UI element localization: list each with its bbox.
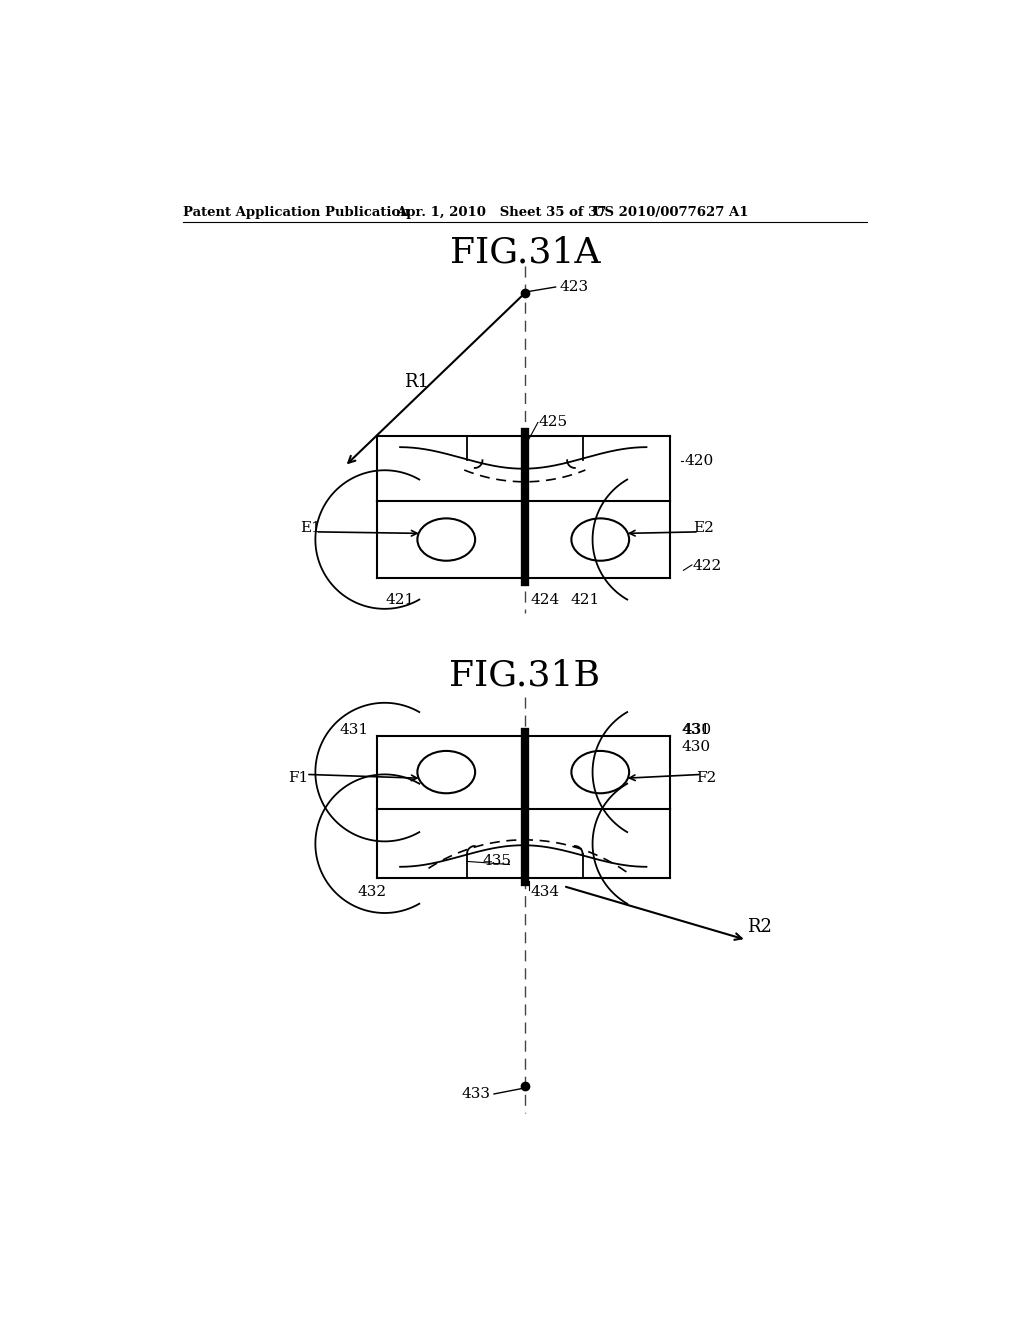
Text: FIG.31A: FIG.31A: [450, 235, 600, 269]
Text: Patent Application Publication: Patent Application Publication: [183, 206, 410, 219]
Text: 430: 430: [681, 739, 711, 754]
Text: 423: 423: [559, 280, 589, 294]
Text: R2: R2: [746, 919, 771, 936]
Text: R1: R1: [403, 372, 429, 391]
Text: FIG.31B: FIG.31B: [450, 659, 600, 693]
Text: E2: E2: [692, 521, 714, 535]
Text: 430: 430: [683, 723, 712, 737]
Text: 421: 421: [385, 594, 415, 607]
Text: 420: 420: [685, 454, 714, 469]
Text: 431: 431: [681, 723, 711, 737]
Text: Apr. 1, 2010   Sheet 35 of 37: Apr. 1, 2010 Sheet 35 of 37: [396, 206, 606, 219]
Text: US 2010/0077627 A1: US 2010/0077627 A1: [593, 206, 749, 219]
Text: 422: 422: [692, 560, 722, 573]
Text: 421: 421: [570, 594, 599, 607]
Text: 433: 433: [461, 1086, 490, 1101]
Text: E1: E1: [300, 521, 321, 535]
Text: F1: F1: [289, 771, 308, 785]
Text: 434: 434: [531, 886, 560, 899]
Text: 431: 431: [340, 723, 369, 737]
Text: 425: 425: [539, 414, 567, 429]
Text: F2: F2: [696, 771, 717, 785]
Text: 432: 432: [357, 886, 387, 899]
Text: 424: 424: [531, 594, 560, 607]
Text: 435: 435: [482, 854, 511, 869]
